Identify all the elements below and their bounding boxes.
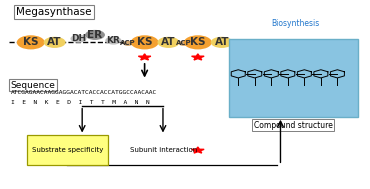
Circle shape [85, 30, 105, 40]
Polygon shape [192, 147, 204, 153]
Text: AT: AT [161, 37, 176, 47]
Polygon shape [192, 54, 204, 60]
Text: DH: DH [71, 34, 86, 43]
Text: KS: KS [190, 37, 206, 47]
Text: ATCGAGAACAAGGAGGACATCACCACCATGGCCAACAAC: ATCGAGAACAAGGAGGACATCACCACCATGGCCAACAAC [11, 90, 157, 95]
Circle shape [17, 35, 45, 50]
FancyBboxPatch shape [27, 136, 108, 165]
Circle shape [105, 36, 121, 45]
Text: Biosynthesis: Biosynthesis [271, 19, 320, 28]
Circle shape [211, 37, 233, 48]
Text: AT: AT [215, 37, 229, 47]
Text: Sequence: Sequence [11, 81, 56, 90]
Circle shape [44, 37, 65, 48]
Text: Megasynthase: Megasynthase [16, 7, 92, 17]
Circle shape [158, 37, 179, 48]
Circle shape [184, 35, 212, 50]
Text: Subunit interaction: Subunit interaction [130, 147, 197, 153]
Circle shape [131, 35, 159, 50]
Text: I  E  N  K  E  D  I  T  T  M  A  N  N: I E N K E D I T T M A N N [11, 100, 149, 105]
Circle shape [70, 35, 87, 43]
Text: Compound structure: Compound structure [254, 121, 333, 130]
Text: KR: KR [107, 36, 120, 45]
FancyBboxPatch shape [229, 39, 357, 117]
Text: AT: AT [47, 37, 62, 47]
Text: ACP: ACP [176, 40, 191, 46]
Text: KS: KS [23, 37, 38, 47]
Polygon shape [138, 54, 151, 60]
Circle shape [178, 41, 189, 46]
Text: Substrate specificity: Substrate specificity [32, 147, 103, 153]
Circle shape [123, 41, 133, 46]
Text: ER: ER [87, 30, 102, 40]
Text: ACP: ACP [120, 40, 136, 46]
Text: KS: KS [137, 37, 152, 47]
